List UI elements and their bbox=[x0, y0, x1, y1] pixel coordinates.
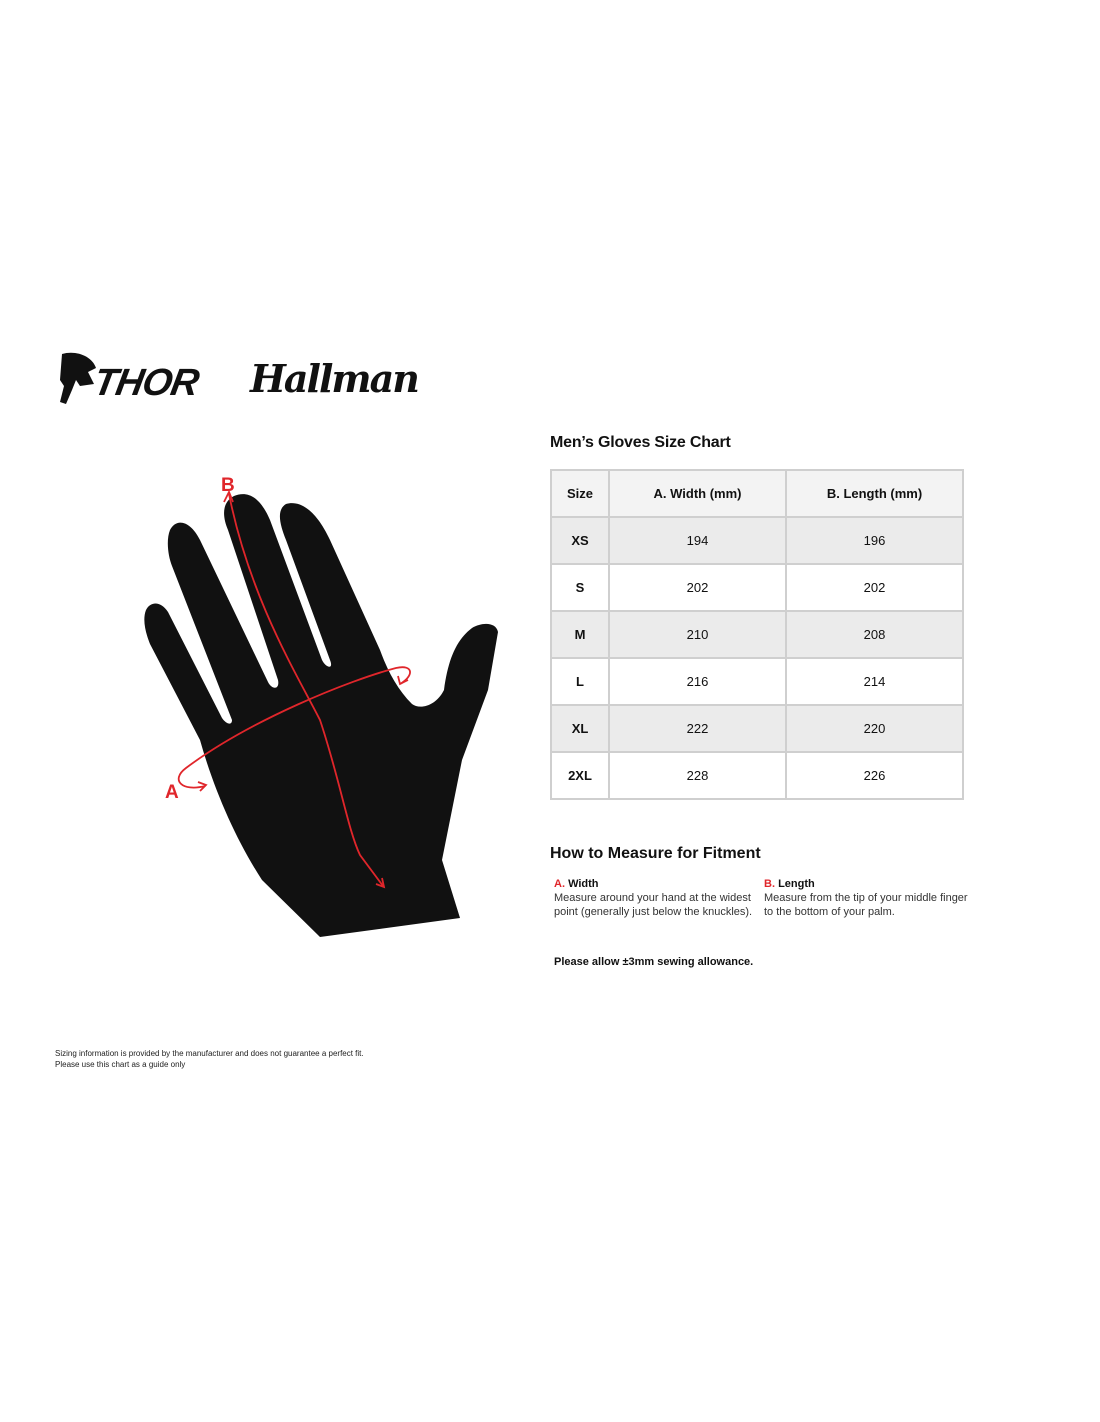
length-prefix: B. bbox=[764, 878, 775, 890]
size-cell: M bbox=[550, 610, 610, 659]
size-cell: 2XL bbox=[550, 751, 610, 800]
width-cell: 202 bbox=[608, 563, 787, 612]
hand-measurement-diagram: B A bbox=[144, 475, 498, 937]
size-chart-table: Size A. Width (mm) B. Length (mm) XS 194 1… bbox=[550, 469, 964, 800]
width-text-2: point (generally just below the knuckles… bbox=[554, 906, 753, 918]
label-a: A bbox=[165, 782, 179, 803]
length-arrow-icon bbox=[223, 489, 386, 889]
length-text-2: to the bottom of your palm. bbox=[764, 906, 895, 918]
table-header-row: Size A. Width (mm) B. Length (mm) bbox=[550, 469, 964, 518]
width-line bbox=[178, 666, 411, 789]
table-row: M 210 208 bbox=[550, 610, 964, 659]
length-cell: 214 bbox=[785, 657, 964, 706]
length-line bbox=[228, 493, 384, 887]
label-b: B bbox=[221, 475, 235, 496]
disclaimer-line-1: Sizing information is provided by the ma… bbox=[55, 1049, 364, 1058]
length-cell: 208 bbox=[785, 610, 964, 659]
width-arrow-icon bbox=[197, 675, 409, 792]
table-row: L 216 214 bbox=[550, 657, 964, 706]
length-text-1: Measure from the tip of your middle fing… bbox=[764, 892, 968, 904]
thor-helmet-icon bbox=[60, 352, 96, 404]
disclaimer: Sizing information is provided by the ma… bbox=[55, 1048, 364, 1070]
length-instructions: B. Length Measure from the tip of your m… bbox=[764, 877, 968, 919]
sewing-allowance-note: Please allow ±3mm sewing allowance. bbox=[554, 956, 754, 968]
width-cell: 222 bbox=[608, 704, 787, 753]
size-chart-title: Men’s Gloves Size Chart bbox=[550, 434, 731, 451]
length-label: Length bbox=[778, 878, 815, 890]
thor-logo: THOR bbox=[90, 362, 202, 404]
measure-title: How to Measure for Fitment bbox=[550, 845, 761, 862]
length-cell: 226 bbox=[785, 751, 964, 800]
disclaimer-line-2: Please use this chart as a guide only bbox=[55, 1060, 186, 1069]
width-text-1: Measure around your hand at the widest bbox=[554, 892, 751, 904]
size-cell: XS bbox=[550, 516, 610, 565]
header-length: B. Length (mm) bbox=[785, 469, 964, 518]
length-cell: 202 bbox=[785, 563, 964, 612]
header-size: Size bbox=[550, 469, 610, 518]
table-row: XS 194 196 bbox=[550, 516, 964, 565]
hallman-logo: Hallman bbox=[250, 356, 420, 401]
width-label: Width bbox=[568, 878, 599, 890]
size-cell: XL bbox=[550, 704, 610, 753]
width-prefix: A. bbox=[554, 878, 565, 890]
table-row: 2XL 228 226 bbox=[550, 751, 964, 800]
hand-silhouette bbox=[144, 494, 498, 937]
width-cell: 216 bbox=[608, 657, 787, 706]
width-cell: 228 bbox=[608, 751, 787, 800]
brand-logos: THOR Hallman bbox=[58, 350, 420, 410]
width-cell: 210 bbox=[608, 610, 787, 659]
width-cell: 194 bbox=[608, 516, 787, 565]
size-cell: L bbox=[550, 657, 610, 706]
size-cell: S bbox=[550, 563, 610, 612]
length-cell: 196 bbox=[785, 516, 964, 565]
length-cell: 220 bbox=[785, 704, 964, 753]
header-width: A. Width (mm) bbox=[608, 469, 787, 518]
table-row: XL 222 220 bbox=[550, 704, 964, 753]
width-instructions: A. Width Measure around your hand at the… bbox=[554, 877, 752, 919]
table-row: S 202 202 bbox=[550, 563, 964, 612]
